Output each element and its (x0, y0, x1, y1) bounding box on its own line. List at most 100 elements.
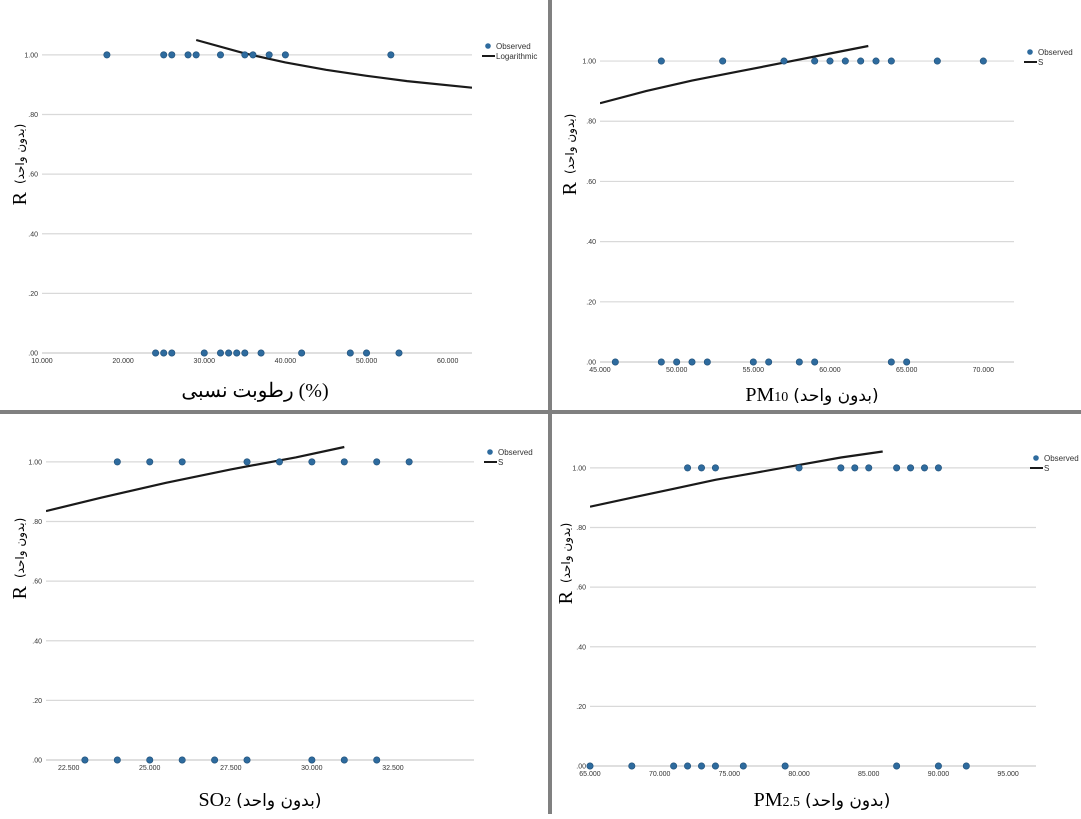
y-tick-label: .80 (32, 519, 42, 526)
y-axis-title-so2: R (بدون واحد) (9, 518, 31, 600)
x-tick-label: 60.000 (819, 367, 841, 374)
data-point-observed (795, 464, 803, 472)
data-point-observed (184, 51, 192, 59)
legend-label-observed: Observed (1044, 454, 1079, 463)
y-tick-label: .60 (576, 585, 586, 592)
data-point-observed (211, 756, 219, 764)
legend-label-fit: S (1038, 58, 1043, 67)
data-point-observed (340, 756, 348, 764)
data-point-observed (160, 349, 168, 357)
data-point-observed (684, 762, 692, 770)
data-point-observed (113, 458, 121, 466)
data-point-observed (711, 762, 719, 770)
data-point-observed (765, 358, 773, 366)
x-tick-label: 70.000 (649, 771, 671, 778)
data-point-observed (698, 464, 706, 472)
y-axis-title-unit: (بدون واحد) (13, 124, 28, 184)
data-point-observed (887, 57, 895, 65)
data-point-observed (670, 762, 678, 770)
data-point-observed (146, 756, 154, 764)
fit-curve-pm25 (590, 450, 883, 508)
chart-pm10: .00 .20 .40 .60 .80 1.00 45.000 50.000 55.000 60.… (559, 44, 1073, 374)
y-axis-title-pm10: R (بدون واحد) (559, 114, 581, 196)
data-point-observed (684, 464, 692, 472)
chart-rh: .00 .20 .40 .60 .80 1.00 10.000 20.000 30.000 40.… (9, 38, 537, 365)
data-point-observed (673, 358, 681, 366)
data-point-observed (241, 51, 249, 59)
data-point-observed (811, 358, 819, 366)
data-point-observed (837, 464, 845, 472)
data-point-observed (308, 458, 316, 466)
x-axis-title-so2-sub: 2 (224, 795, 232, 810)
data-point-observed (826, 57, 834, 65)
x-axis-title-so2-unit: (بدون واحد) (236, 791, 322, 811)
x-axis-title-so2: SO2 (بدون واحد) (155, 789, 365, 812)
data-point-observed (907, 464, 915, 472)
data-point-observed (795, 358, 803, 366)
y-axis-title-symbol: R (9, 191, 31, 205)
x-axis-title-pm10-main: PM (745, 384, 775, 406)
y-axis-title-unit: (بدون واحد) (563, 114, 578, 174)
data-point-observed (780, 57, 788, 65)
data-point-observed (257, 349, 265, 357)
data-point-observed (243, 458, 251, 466)
data-point-observed (698, 762, 706, 770)
legend-label-observed: Observed (496, 42, 531, 51)
y-tick-label: .40 (586, 239, 596, 246)
data-point-observed (216, 51, 224, 59)
data-point-observed (405, 458, 413, 466)
data-point-observed (893, 762, 901, 770)
legend-label-fit: Logarithmic (496, 52, 537, 61)
y-tick-label: .60 (586, 179, 596, 186)
chart-panel-so2: .00 .20 .40 .60 .80 1.00 22.500 25.000 27.500 30.… (0, 414, 548, 814)
legend-label-fit: S (498, 458, 503, 467)
data-point-observed (233, 349, 241, 357)
x-axis-title-pm25-unit: (بدون واحد) (805, 791, 891, 811)
y-tick-label: 1.00 (28, 459, 42, 466)
data-point-observed (168, 349, 176, 357)
x-tick-label: 90.000 (928, 771, 950, 778)
x-axis-title-pm25: PM2.5 (بدون واحد) (712, 789, 932, 812)
data-point-observed (340, 458, 348, 466)
data-point-observed (373, 458, 381, 466)
data-point-observed (249, 51, 257, 59)
data-point-observed (851, 464, 859, 472)
data-point-observed (395, 349, 403, 357)
data-point-observed (586, 762, 594, 770)
x-axis-title-pm10: PM10 (بدون واحد) (707, 384, 917, 407)
data-point-observed (688, 358, 696, 366)
data-point-observed (225, 349, 233, 357)
data-point-observed (811, 57, 819, 65)
data-point-observed (865, 464, 873, 472)
data-point-observed (81, 756, 89, 764)
chart-pm25: .00 .20 .40 .60 .80 1.00 65.000 70.000 75.000 80.… (555, 450, 1079, 778)
y-tick-label: .40 (32, 638, 42, 645)
x-tick-label: 85.000 (858, 771, 880, 778)
y-tick-label: .40 (28, 231, 38, 238)
x-tick-label: 45.000 (589, 367, 611, 374)
data-point-observed (962, 762, 970, 770)
x-tick-label: 27.500 (220, 765, 242, 772)
data-point-observed (178, 756, 186, 764)
data-point-observed (200, 349, 208, 357)
data-point-observed (903, 358, 911, 366)
data-point-observed (113, 756, 121, 764)
data-point-observed (168, 51, 176, 59)
y-axis-title-rh: R (بدون واحد) (9, 124, 31, 206)
x-tick-label: 95.000 (997, 771, 1019, 778)
data-point-observed (103, 51, 111, 59)
data-point-observed (275, 458, 283, 466)
data-point-observed (152, 349, 160, 357)
data-point-observed (841, 57, 849, 65)
data-point-observed (363, 349, 371, 357)
x-tick-label: 40.000 (275, 358, 297, 365)
legend-label-observed: Observed (498, 448, 533, 457)
x-tick-label: 20.000 (112, 358, 134, 365)
fit-curve-pm10 (600, 44, 869, 105)
data-point-observed (920, 464, 928, 472)
x-axis-title-rh: رطوبت نسبی (%) (150, 378, 360, 403)
data-point-observed (893, 464, 901, 472)
y-axis-title-symbol: R (9, 585, 31, 599)
y-tick-label: .20 (28, 291, 38, 298)
y-tick-label: 1.00 (572, 465, 586, 472)
